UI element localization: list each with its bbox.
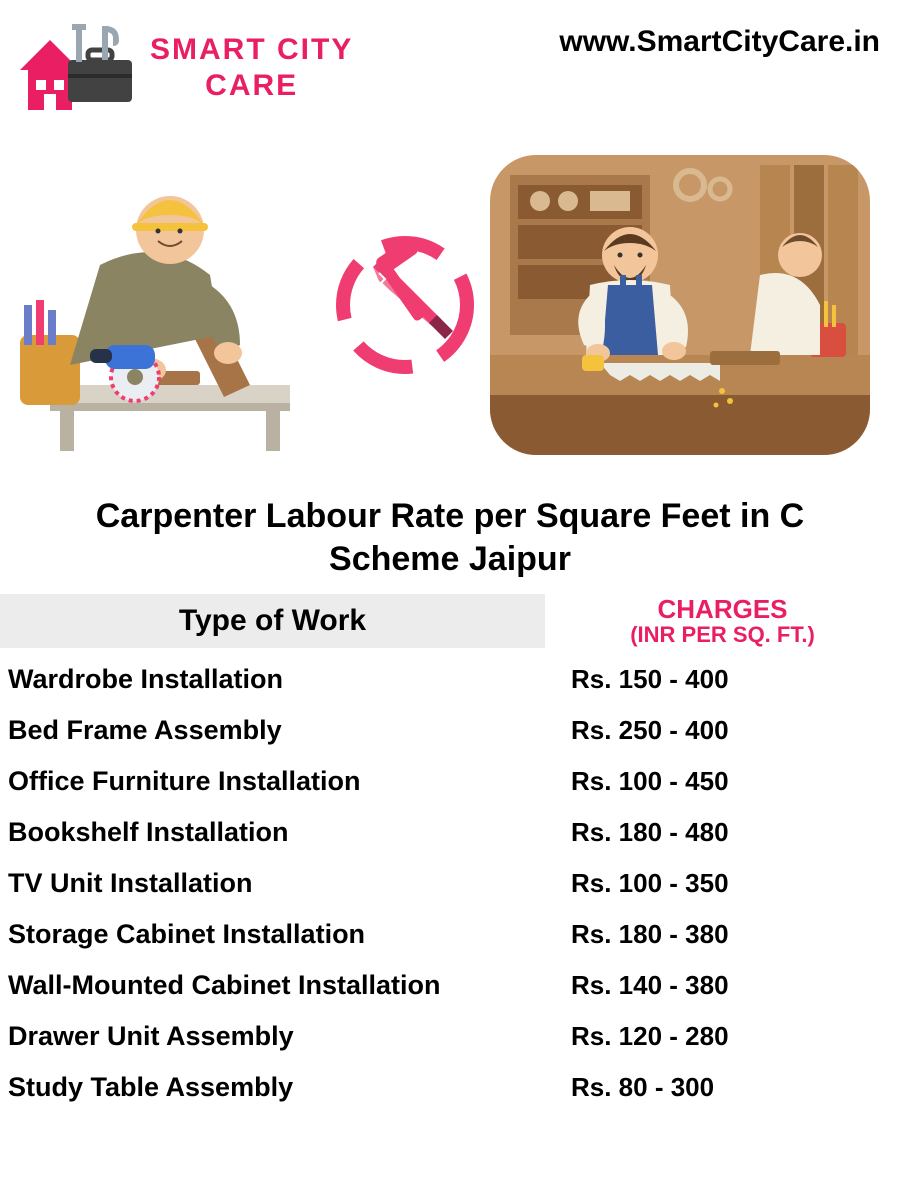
work-label: Wall-Mounted Cabinet Installation (8, 970, 553, 1001)
column-header-charges: CHARGES (INR PER SQ. FT.) (545, 595, 900, 648)
table-row: Wardrobe Installation Rs. 150 - 400 (0, 654, 900, 705)
charges-line2: (INR PER SQ. FT.) (545, 623, 900, 647)
table-row: TV Unit Installation Rs. 100 - 350 (0, 858, 900, 909)
work-charge: Rs. 120 - 280 (553, 1021, 900, 1052)
table-row: Storage Cabinet Installation Rs. 180 - 3… (0, 909, 900, 960)
table-row: Bed Frame Assembly Rs. 250 - 400 (0, 705, 900, 756)
page-title: Carpenter Labour Rate per Square Feet in… (0, 485, 900, 594)
work-label: Bed Frame Assembly (8, 715, 553, 746)
house-toolbox-icon (10, 10, 140, 125)
work-charge: Rs. 150 - 400 (553, 664, 900, 695)
column-header-work: Type of Work (0, 594, 545, 648)
work-label: Study Table Assembly (8, 1072, 553, 1103)
rate-table: Wardrobe Installation Rs. 150 - 400 Bed … (0, 648, 900, 1113)
table-row: Study Table Assembly Rs. 80 - 300 (0, 1062, 900, 1113)
work-label: Office Furniture Installation (8, 766, 553, 797)
workshop-icon (490, 155, 870, 460)
brand-name: SMART CITY CARE (150, 32, 353, 104)
brand-line2: CARE (150, 68, 353, 104)
hammer-saw-icon (335, 225, 475, 390)
work-charge: Rs. 100 - 450 (553, 766, 900, 797)
illustration-row (0, 125, 900, 485)
work-label: Storage Cabinet Installation (8, 919, 553, 950)
work-label: Bookshelf Installation (8, 817, 553, 848)
work-charge: Rs. 180 - 380 (553, 919, 900, 950)
table-row: Drawer Unit Assembly Rs. 120 - 280 (0, 1011, 900, 1062)
work-label: Drawer Unit Assembly (8, 1021, 553, 1052)
brand-logo: SMART CITY CARE (10, 10, 353, 125)
work-label: Wardrobe Installation (8, 664, 553, 695)
carpenter-saw-icon (20, 145, 320, 470)
work-charge: Rs. 100 - 350 (553, 868, 900, 899)
work-charge: Rs. 80 - 300 (553, 1072, 900, 1103)
work-charge: Rs. 140 - 380 (553, 970, 900, 1001)
table-header: Type of Work CHARGES (INR PER SQ. FT.) (0, 594, 900, 648)
table-row: Office Furniture Installation Rs. 100 - … (0, 756, 900, 807)
work-charge: Rs. 250 - 400 (553, 715, 900, 746)
brand-line1: SMART CITY (150, 32, 353, 68)
header: SMART CITY CARE www.SmartCityCare.in (0, 0, 900, 125)
website-url: www.SmartCityCare.in (559, 10, 880, 59)
table-row: Bookshelf Installation Rs. 180 - 480 (0, 807, 900, 858)
charges-line1: CHARGES (545, 595, 900, 624)
table-row: Wall-Mounted Cabinet Installation Rs. 14… (0, 960, 900, 1011)
work-charge: Rs. 180 - 480 (553, 817, 900, 848)
work-label: TV Unit Installation (8, 868, 553, 899)
